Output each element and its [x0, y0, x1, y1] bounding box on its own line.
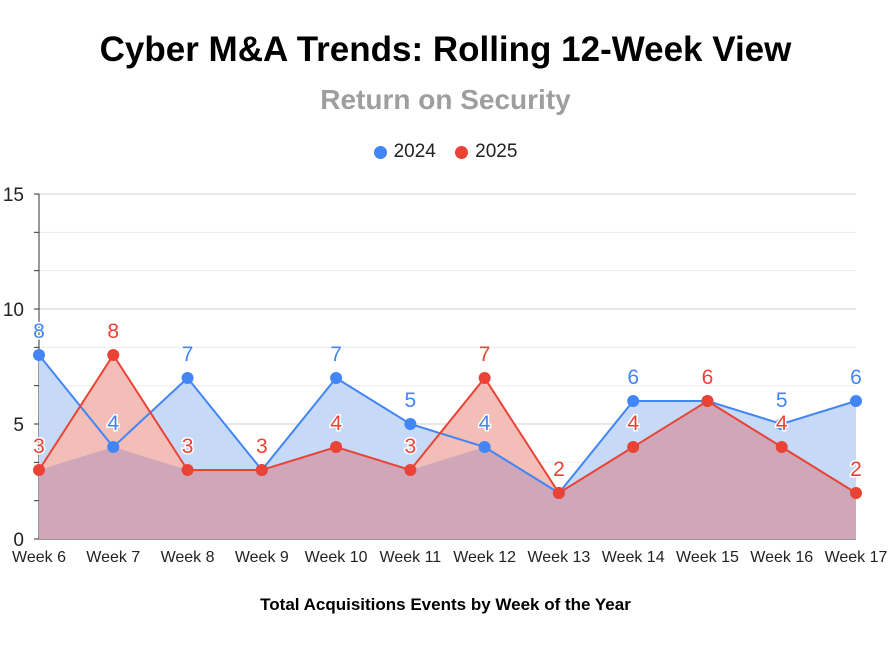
x-tick-label: Week 7: [86, 549, 140, 566]
x-axis-title: Total Acquisitions Events by Week of the…: [260, 595, 631, 614]
point-2025: [255, 464, 268, 476]
point-2025: [330, 441, 343, 453]
legend-label-2024: 2024: [393, 141, 436, 162]
point-2024: [627, 395, 640, 407]
data-label-2024: 5: [776, 389, 788, 412]
data-label-2024: 8: [33, 320, 45, 343]
legend-item-2025[interactable]: 2025: [455, 141, 517, 163]
data-label-2024: 4: [107, 412, 119, 435]
data-label-2024: 2: [553, 458, 565, 481]
point-2025: [850, 487, 862, 499]
x-tick-label: Week 12: [453, 549, 516, 566]
y-tick-label: 10: [3, 300, 24, 321]
data-label-2025: 8: [107, 320, 119, 343]
data-label-2024: 6: [627, 366, 639, 389]
x-tick-label: Week 6: [12, 549, 66, 566]
data-label-2024: 4: [479, 412, 491, 435]
point-2024: [478, 441, 491, 453]
data-label-2025: 4: [627, 412, 639, 435]
y-tick-label: 0: [13, 530, 24, 551]
data-label-2025: 4: [330, 412, 342, 435]
x-tick-label: Week 13: [527, 549, 590, 566]
data-label-2024: 7: [182, 343, 194, 366]
x-tick-label: Week 15: [676, 549, 739, 566]
point-2025: [33, 464, 45, 476]
data-label-2024: 6: [850, 366, 862, 389]
point-2025: [701, 395, 714, 407]
data-label-2024: 6: [702, 366, 714, 389]
point-2025: [181, 464, 194, 476]
area-fills: [39, 355, 856, 539]
data-label-2025: 6: [702, 366, 714, 389]
point-2024: [775, 418, 788, 430]
point-2025: [627, 441, 640, 453]
point-2024: [181, 372, 194, 384]
legend-marker-2025: [455, 145, 469, 159]
chart-legend: 2024 2025: [0, 141, 891, 165]
data-label-2025: 4: [776, 412, 788, 435]
x-tick-label: Week 8: [161, 549, 215, 566]
data-label-2025: 2: [553, 458, 565, 481]
legend-label-2025: 2025: [475, 141, 518, 162]
data-label-2024: 5: [405, 389, 417, 412]
x-tick-label: Week 11: [380, 549, 442, 566]
x-tick-label: Week 14: [602, 549, 665, 566]
x-tick-label: Week 16: [750, 549, 813, 566]
chart-title: Cyber M&A Trends: Rolling 12-Week View: [99, 30, 792, 69]
data-label-2025: 3: [33, 435, 45, 458]
point-2024: [330, 372, 343, 384]
point-2024: [33, 349, 45, 361]
x-tick-label: Week 9: [235, 549, 289, 566]
point-2025: [478, 372, 491, 384]
data-label-2025: 3: [256, 435, 268, 458]
point-2024: [850, 395, 862, 407]
data-label-2025: 2: [850, 458, 862, 481]
chart-subtitle: Return on Security: [320, 84, 571, 115]
point-2024: [404, 418, 417, 430]
data-label-2025: 3: [405, 435, 417, 458]
line-2025: [38, 353, 857, 495]
x-tick-label: Week 10: [305, 549, 368, 566]
legend-item-2024[interactable]: 2024: [373, 141, 436, 163]
data-label-2024: 3: [256, 435, 268, 458]
point-2025: [775, 441, 788, 453]
legend-marker-2024: [373, 145, 387, 159]
point-2025: [552, 487, 565, 499]
line-2024: [38, 354, 857, 495]
point-2025: [404, 464, 417, 476]
data-label-2025: 7: [479, 343, 491, 366]
point-2025: [107, 349, 120, 361]
data-label-2025: 3: [182, 435, 194, 458]
x-tick-label: Week 17: [825, 549, 888, 566]
point-2024: [107, 441, 120, 453]
data-label-2024: 7: [330, 343, 342, 366]
y-tick-label: 5: [13, 415, 24, 436]
y-tick-label: 15: [3, 185, 24, 206]
